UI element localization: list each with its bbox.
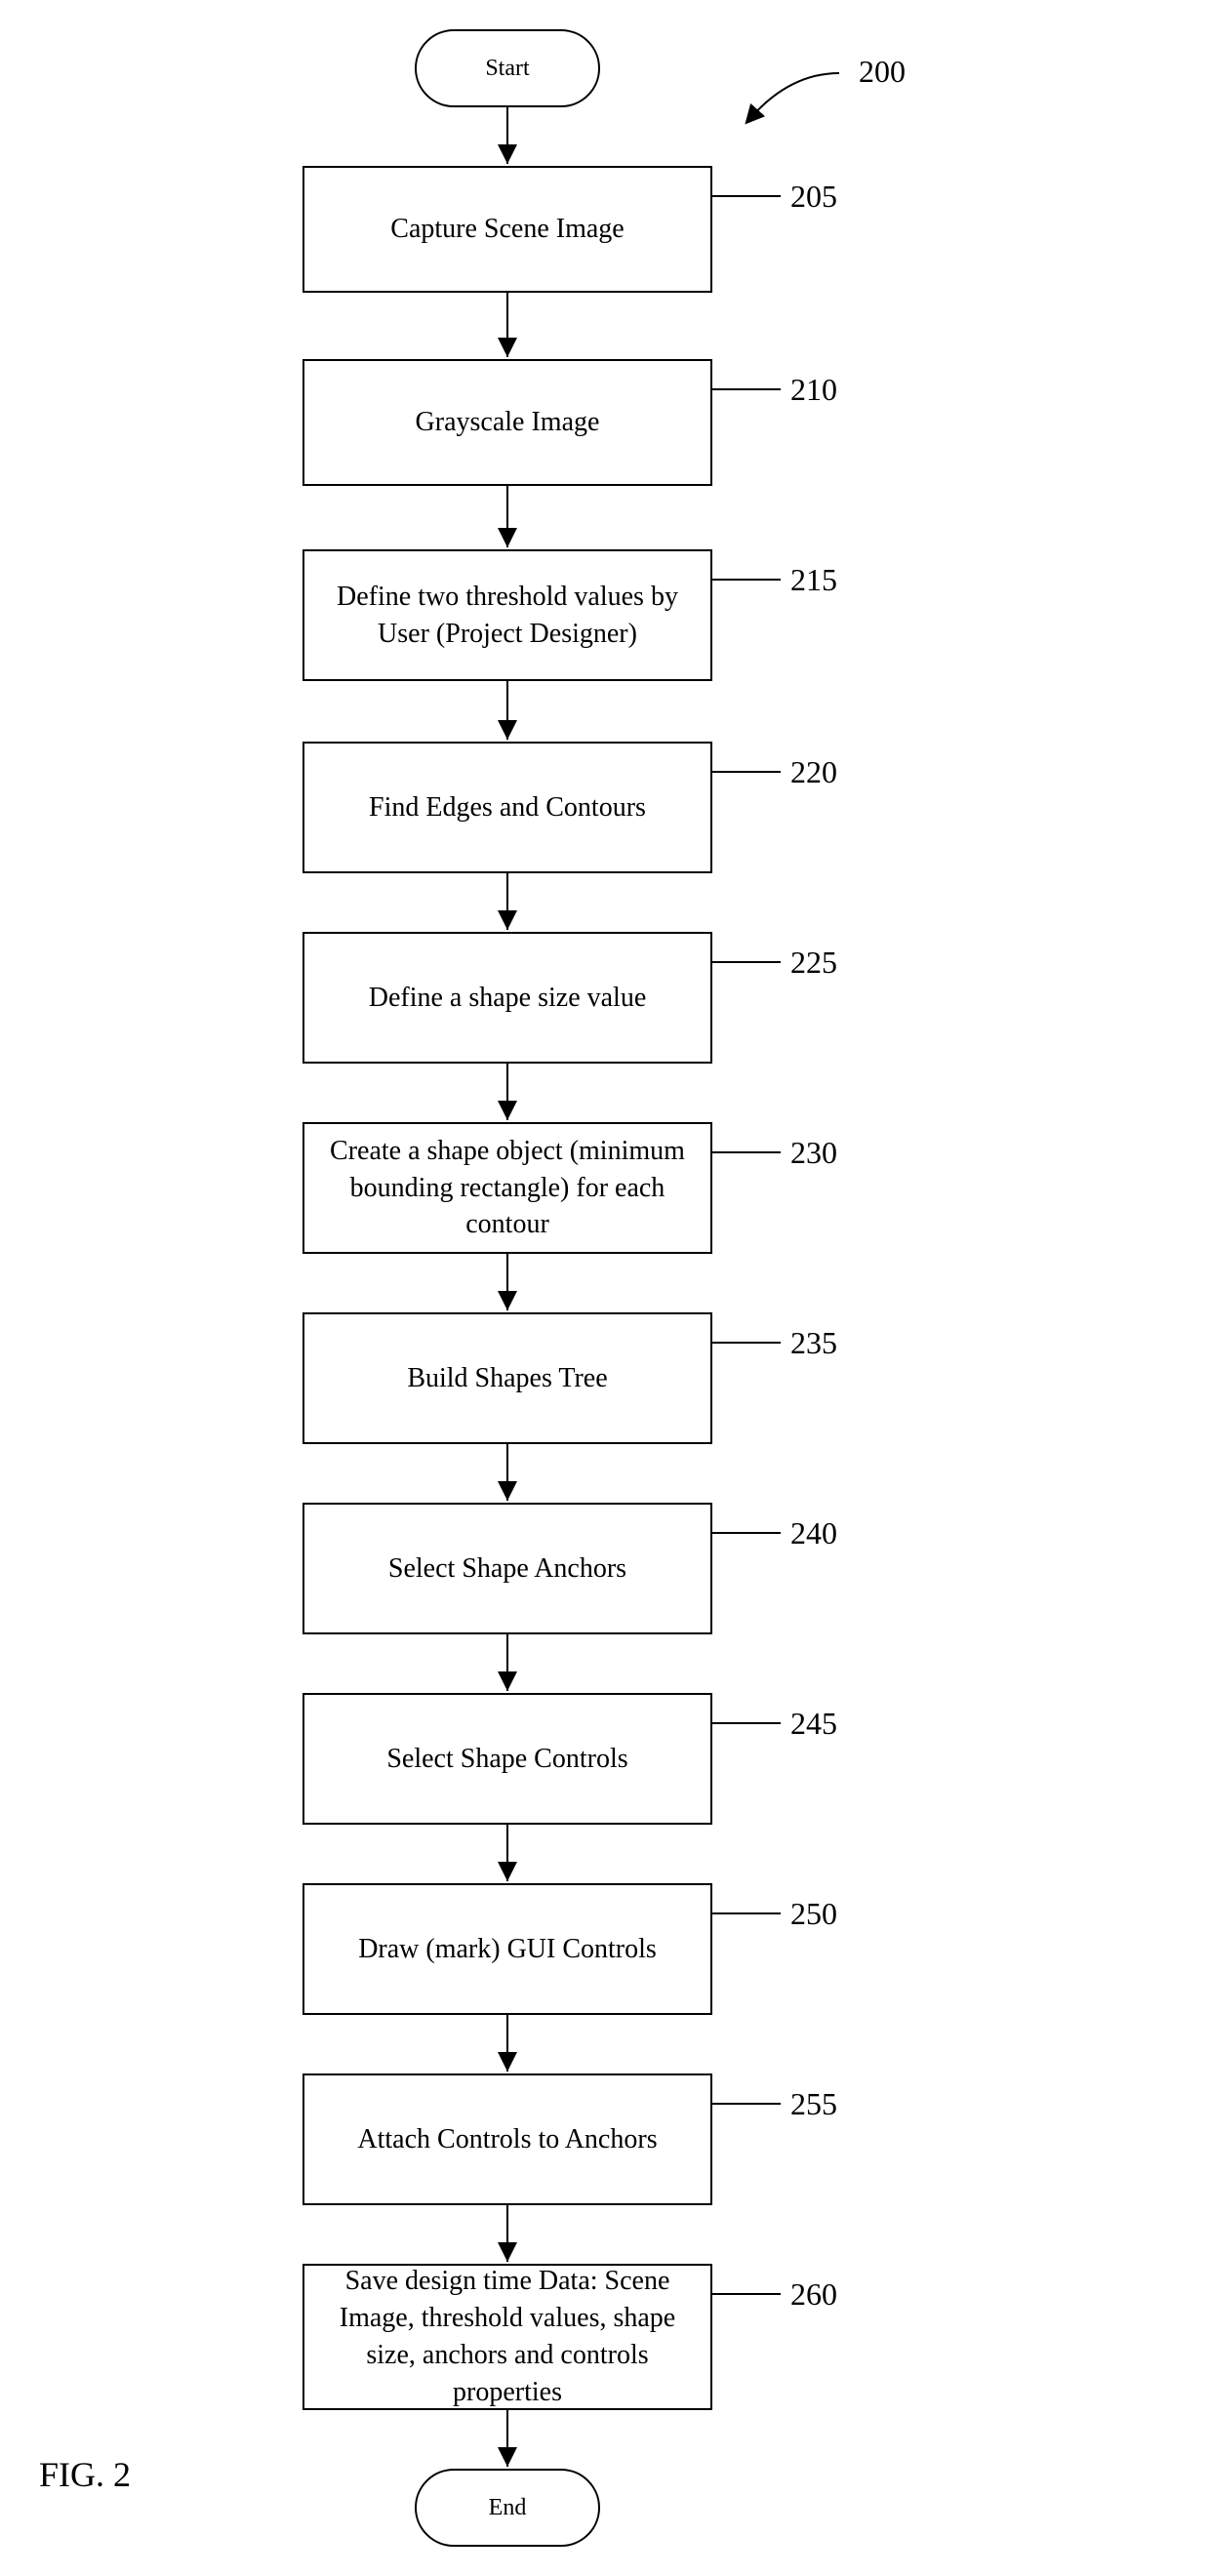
process-shape-object: Create a shape object (minimum bounding …	[302, 1122, 712, 1254]
leader-250	[712, 1912, 781, 1914]
ref-260: 260	[790, 2276, 837, 2313]
leader-225	[712, 961, 781, 963]
terminal-start-label: Start	[485, 56, 529, 82]
process-label: Save design time Data: Scene Image, thre…	[324, 2263, 691, 2410]
leader-235	[712, 1342, 781, 1344]
terminal-end: End	[415, 2469, 600, 2547]
leader-240	[712, 1532, 781, 1534]
process-label: Find Edges and Contours	[369, 789, 646, 826]
process-edges-contours: Find Edges and Contours	[302, 742, 712, 873]
process-label: Select Shape Controls	[386, 1741, 627, 1778]
process-label: Build Shapes Tree	[407, 1360, 607, 1397]
figure-label: FIG. 2	[39, 2454, 131, 2495]
leader-260	[712, 2293, 781, 2295]
process-shape-controls: Select Shape Controls	[302, 1693, 712, 1825]
ref-210: 210	[790, 372, 837, 408]
ref-250: 250	[790, 1896, 837, 1932]
process-capture-scene: Capture Scene Image	[302, 166, 712, 293]
ref-200-arrow	[742, 68, 859, 137]
process-shape-anchors: Select Shape Anchors	[302, 1503, 712, 1634]
leader-255	[712, 2103, 781, 2105]
process-label: Capture Scene Image	[390, 211, 624, 248]
leader-230	[712, 1151, 781, 1153]
process-label: Define two threshold values by User (Pro…	[324, 579, 691, 653]
process-grayscale: Grayscale Image	[302, 359, 712, 486]
terminal-end-label: End	[489, 2495, 527, 2521]
ref-245: 245	[790, 1706, 837, 1742]
process-draw-gui: Draw (mark) GUI Controls	[302, 1883, 712, 2015]
leader-215	[712, 579, 781, 581]
process-threshold: Define two threshold values by User (Pro…	[302, 549, 712, 681]
leader-205	[712, 195, 781, 197]
leader-210	[712, 388, 781, 390]
process-label: Draw (mark) GUI Controls	[358, 1931, 657, 1968]
leader-220	[712, 771, 781, 773]
ref-215: 215	[790, 562, 837, 598]
ref-240: 240	[790, 1515, 837, 1551]
ref-205: 205	[790, 179, 837, 215]
process-label: Select Shape Anchors	[388, 1550, 626, 1588]
process-shapes-tree: Build Shapes Tree	[302, 1312, 712, 1444]
ref-230: 230	[790, 1135, 837, 1171]
process-attach-controls: Attach Controls to Anchors	[302, 2073, 712, 2205]
process-label: Define a shape size value	[369, 980, 647, 1017]
process-shape-size: Define a shape size value	[302, 932, 712, 1064]
process-label: Attach Controls to Anchors	[357, 2121, 657, 2158]
ref-220: 220	[790, 754, 837, 790]
leader-245	[712, 1722, 781, 1724]
ref-200-label: 200	[859, 54, 906, 90]
flowchart-container: 200 Start Capture Scene Image 205 Graysc…	[0, 0, 1210, 2576]
terminal-start: Start	[415, 29, 600, 107]
process-label: Grayscale Image	[416, 404, 600, 441]
process-save-data: Save design time Data: Scene Image, thre…	[302, 2264, 712, 2410]
ref-255: 255	[790, 2086, 837, 2122]
process-label: Create a shape object (minimum bounding …	[324, 1133, 691, 1243]
ref-235: 235	[790, 1325, 837, 1361]
ref-225: 225	[790, 945, 837, 981]
